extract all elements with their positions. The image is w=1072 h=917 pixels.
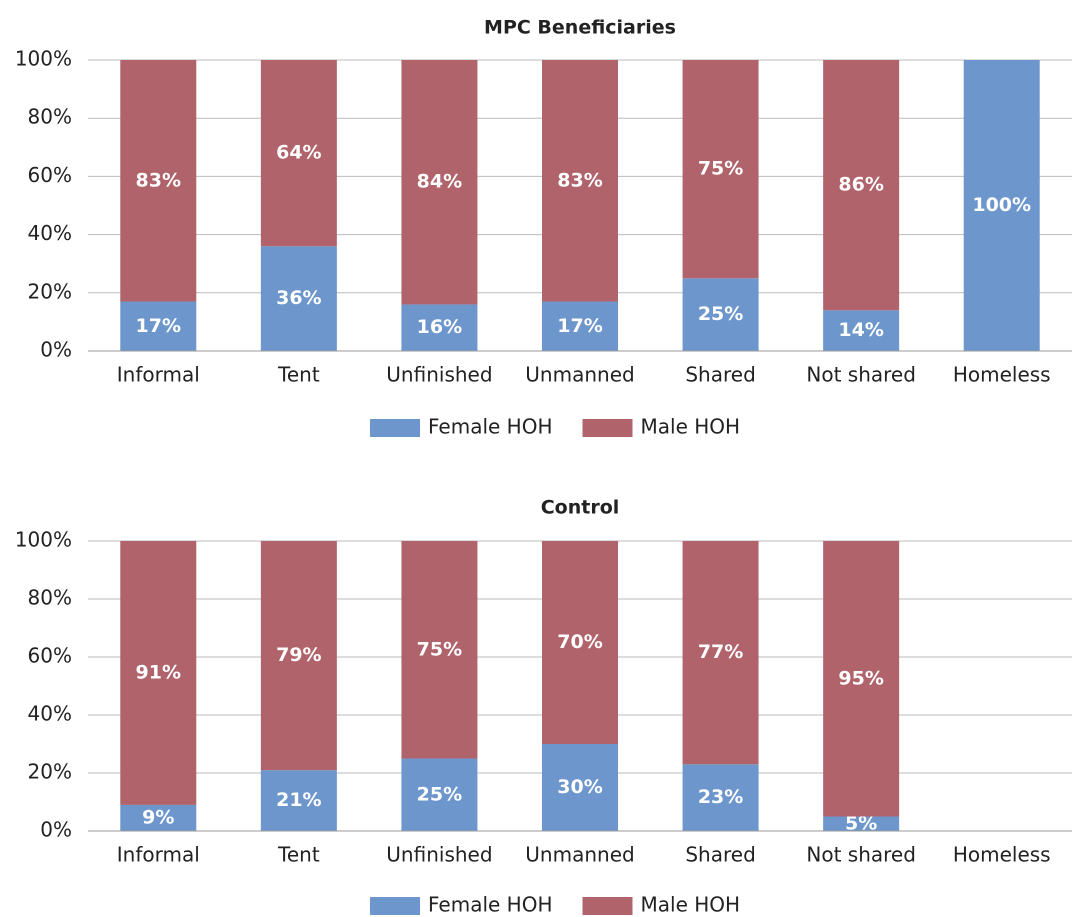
data-label: 36% xyxy=(276,287,321,309)
y-tick-label: 60% xyxy=(28,163,72,187)
data-label: 17% xyxy=(557,315,602,337)
bar-segment xyxy=(823,816,900,831)
data-label: 84% xyxy=(417,171,462,193)
bar-segment xyxy=(401,541,478,759)
bar-segment xyxy=(401,304,478,351)
bar-segment xyxy=(542,301,618,351)
x-tick-label: Informal xyxy=(117,843,200,867)
bar-segment xyxy=(120,804,197,831)
bar-segment xyxy=(542,60,618,302)
bar-segment xyxy=(401,60,478,305)
bar-segment xyxy=(260,246,337,351)
bar-segment xyxy=(120,541,197,805)
data-label: 17% xyxy=(136,315,181,337)
x-tick-label: Unfinished xyxy=(386,363,492,387)
data-label: 30% xyxy=(557,776,602,798)
chart-title: Control xyxy=(541,497,620,519)
legend-label: Female HOH xyxy=(428,893,553,917)
bar-segment xyxy=(542,541,618,744)
legend-swatch xyxy=(582,419,633,437)
data-label: 5% xyxy=(845,812,877,834)
x-tick-label: Homeless xyxy=(953,843,1051,867)
x-tick-label: Unfinished xyxy=(386,843,492,867)
x-tick-label: Shared xyxy=(685,843,755,867)
y-tick-label: 80% xyxy=(28,586,72,610)
x-tick-label: Homeless xyxy=(953,363,1051,387)
data-label: 21% xyxy=(276,789,321,811)
data-label: 79% xyxy=(276,644,321,666)
bar-segment xyxy=(120,301,197,351)
bar-segment xyxy=(120,60,197,302)
bar-segment xyxy=(682,541,759,765)
bar-segment xyxy=(682,764,759,831)
bar-segment xyxy=(260,60,337,247)
bar-segment xyxy=(963,60,1040,351)
data-label: 25% xyxy=(417,783,462,805)
y-tick-label: 80% xyxy=(28,105,72,129)
legend-label: Male HOH xyxy=(641,893,741,917)
y-tick-label: 40% xyxy=(28,702,72,726)
legend-label: Female HOH xyxy=(428,415,553,439)
legend-label: Male HOH xyxy=(641,415,741,439)
data-label: 23% xyxy=(698,786,743,808)
data-label: 95% xyxy=(838,667,883,689)
chart-title: MPC Beneficiaries xyxy=(484,17,676,39)
y-tick-label: 20% xyxy=(28,279,72,303)
bar-segment xyxy=(682,278,759,351)
data-label: 9% xyxy=(142,806,174,828)
x-tick-label: Tent xyxy=(277,363,320,387)
bar-segment xyxy=(260,770,337,831)
x-tick-label: Tent xyxy=(277,843,320,867)
legend-swatch xyxy=(370,897,420,915)
bar-segment xyxy=(260,541,337,771)
x-tick-label: Unmanned xyxy=(525,843,634,867)
data-label: 83% xyxy=(136,169,181,191)
x-tick-label: Unmanned xyxy=(525,363,634,387)
y-tick-label: 60% xyxy=(28,644,72,668)
data-label: 77% xyxy=(698,641,743,663)
bar-segment xyxy=(823,541,900,817)
data-label: 70% xyxy=(557,631,602,653)
data-label: 100% xyxy=(972,194,1031,216)
x-tick-label: Not shared xyxy=(806,363,916,387)
bar-segment xyxy=(682,60,759,279)
y-tick-label: 20% xyxy=(28,760,72,784)
y-tick-label: 0% xyxy=(40,818,72,842)
x-tick-label: Informal xyxy=(117,363,200,387)
y-tick-label: 40% xyxy=(28,221,72,245)
bar-segment xyxy=(542,744,618,831)
y-tick-label: 100% xyxy=(15,528,72,552)
data-label: 14% xyxy=(838,319,883,341)
bar-segment xyxy=(401,758,478,831)
data-label: 16% xyxy=(417,316,462,338)
bar-segment xyxy=(823,310,900,351)
x-tick-label: Not shared xyxy=(806,843,916,867)
data-label: 75% xyxy=(698,158,743,180)
data-label: 64% xyxy=(276,142,321,164)
x-tick-label: Shared xyxy=(685,363,755,387)
y-tick-label: 0% xyxy=(40,338,72,362)
bar-segment xyxy=(823,60,900,311)
data-label: 86% xyxy=(838,174,883,196)
legend-swatch xyxy=(582,897,633,915)
data-label: 83% xyxy=(557,169,602,191)
data-label: 91% xyxy=(136,661,181,683)
y-tick-label: 100% xyxy=(15,47,72,71)
data-label: 75% xyxy=(417,638,462,660)
legend-swatch xyxy=(370,419,420,437)
data-label: 25% xyxy=(698,303,743,325)
